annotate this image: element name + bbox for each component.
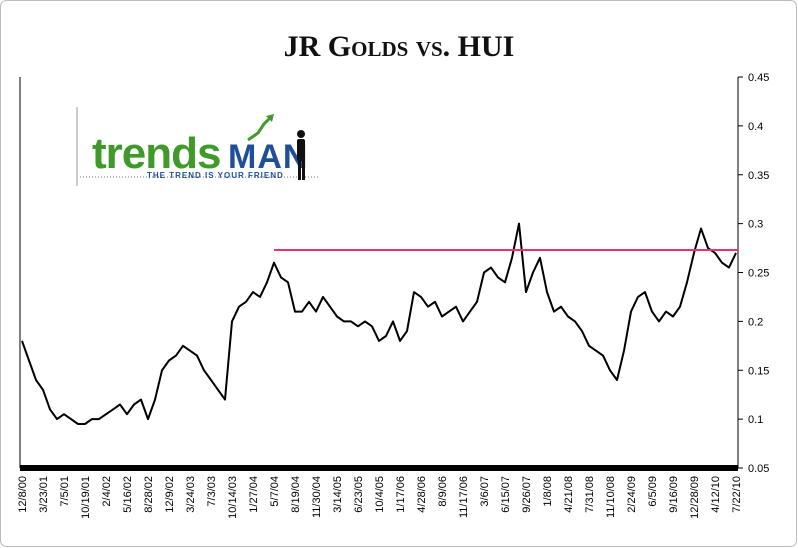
x-tick-label: 1/17/06	[395, 476, 407, 513]
x-tick-label: 12/9/02	[164, 476, 176, 513]
logo-tagline: THE TREND IS YOUR FRIEND	[147, 171, 284, 180]
x-tick-label: 10/19/01	[80, 476, 92, 519]
y-tick-label: 0.2	[748, 316, 763, 328]
x-tick-label: 5/16/02	[122, 476, 134, 513]
x-tick-label: 3/24/03	[185, 476, 197, 513]
y-tick-label: 0.3	[748, 219, 763, 231]
x-tick-label: 8/9/06	[437, 476, 449, 507]
x-tick-label: 2/4/02	[101, 476, 113, 507]
chart-title: JR Golds vs. HUI	[284, 30, 515, 63]
x-tick-label: 7/31/08	[584, 476, 596, 513]
x-tick-label: 4/21/08	[563, 476, 575, 513]
x-tick-label: 11/30/04	[311, 476, 323, 518]
x-tick-label: 11/10/08	[605, 476, 617, 518]
y-tick-label: 0.4	[748, 121, 763, 133]
logo-arrow	[247, 116, 272, 142]
y-tick-label: 0.15	[748, 365, 769, 377]
x-tick-label: 6/5/09	[647, 476, 659, 507]
x-tick-label: 3/6/07	[479, 476, 491, 507]
logo-arrow-head	[266, 114, 274, 122]
logo-man	[297, 130, 305, 180]
y-tick-label: 0.35	[748, 170, 769, 182]
x-tick-label: 3/14/05	[332, 476, 344, 513]
y-tick-label: 0.45	[748, 72, 769, 84]
x-tick-label: 4/12/10	[710, 476, 722, 513]
x-tick-label: 4/28/06	[416, 476, 428, 513]
x-tick-label: 1/8/08	[542, 476, 554, 507]
x-tick-label: 10/4/05	[374, 476, 386, 513]
y-tick-label: 0.05	[748, 463, 769, 475]
x-tick-label: 1/27/04	[248, 476, 260, 513]
x-tick-label: 6/23/05	[353, 476, 365, 513]
x-tick-label: 9/16/09	[668, 476, 680, 513]
x-tick-label: 7/3/03	[206, 476, 218, 507]
x-tick-label: 12/8/00	[17, 476, 29, 513]
x-tick-label: 8/28/02	[143, 476, 155, 513]
x-tick-label: 3/23/01	[38, 476, 50, 513]
x-tick-label: 7/22/10	[731, 476, 743, 513]
y-tick-label: 0.1	[748, 414, 763, 426]
x-tick-label: 2/24/09	[626, 476, 638, 513]
logo-brand: MAN	[228, 138, 308, 176]
x-tick-label: 6/15/07	[500, 476, 512, 513]
x-tick-label: 8/19/04	[290, 476, 302, 513]
x-tick-label: 12/28/09	[689, 476, 701, 519]
line	[21, 222, 737, 425]
logo-brand: trends	[92, 129, 220, 178]
x-tick-label: 10/14/03	[227, 476, 239, 519]
x-tick-label: 7/5/01	[59, 476, 71, 507]
x-axis	[20, 465, 738, 471]
y-tick-label: 0.25	[748, 268, 769, 280]
x-tick-label: 5/7/04	[269, 476, 281, 507]
x-tick-label: 9/26/07	[521, 476, 533, 513]
x-tick-label: 11/17/06	[458, 476, 470, 518]
logo: trends MAN THE TREND IS YOUR FRIEND	[76, 107, 320, 186]
